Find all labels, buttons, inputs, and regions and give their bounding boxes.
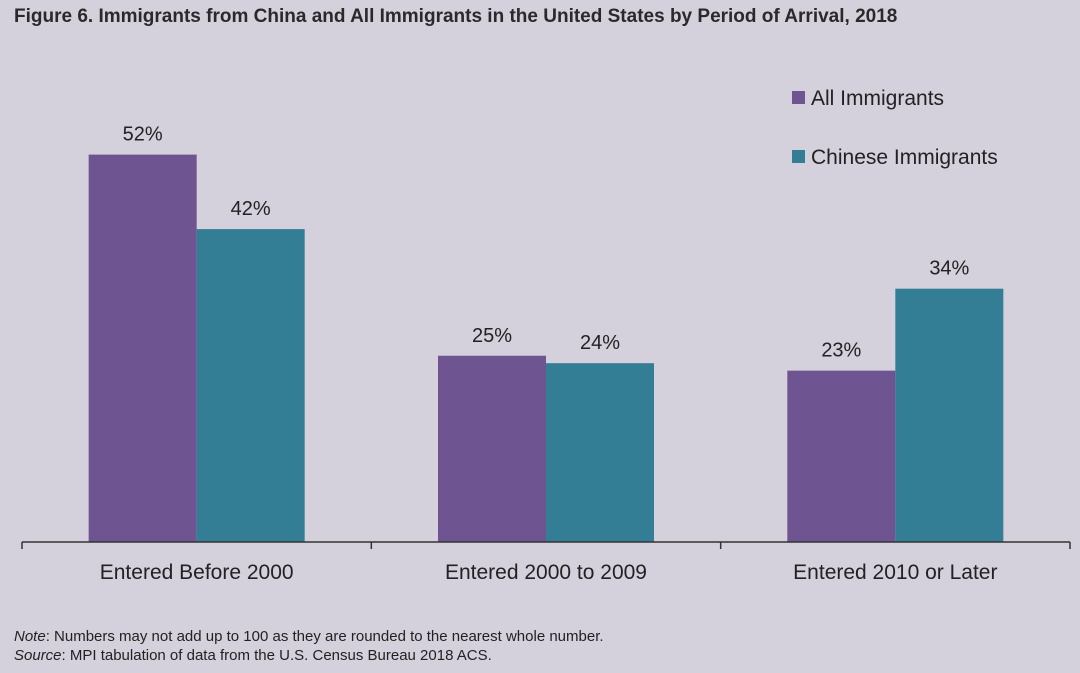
legend-label-all-immigrants: All Immigrants: [811, 87, 944, 110]
x-tick-label-3: Entered 2010 or Later: [793, 561, 997, 584]
note-text: : Numbers may not add up to 100 as they …: [45, 628, 604, 645]
source-text: : MPI tabulation of data from the U.S. C…: [61, 647, 492, 664]
legend-swatch-all-immigrants: [792, 91, 805, 104]
x-tick-label-2: Entered 2000 to 2009: [445, 561, 647, 584]
source-label: Source: [14, 647, 62, 664]
legend-swatch-chinese-immigrants: [792, 150, 805, 163]
bar-chinese-immigrants-2: [546, 363, 654, 542]
chart-notes: Note: Numbers may not add up to 100 as t…: [14, 627, 604, 665]
data-label-all-immigrants-1: 52%: [123, 124, 163, 146]
data-label-all-immigrants-2: 25%: [472, 325, 512, 347]
data-label-chinese-immigrants-2: 24%: [580, 332, 620, 354]
bar-all-immigrants-1: [88, 154, 197, 542]
bar-all-immigrants-2: [438, 355, 546, 542]
bar-all-immigrants-3: [787, 370, 896, 542]
data-label-chinese-immigrants-1: 42%: [231, 198, 271, 220]
note-line: Note: Numbers may not add up to 100 as t…: [14, 627, 604, 646]
x-tick-label-1: Entered Before 2000: [100, 561, 294, 584]
bar-chinese-immigrants-1: [196, 229, 305, 542]
data-label-chinese-immigrants-3: 34%: [929, 258, 969, 280]
chart-title: Figure 6. Immigrants from China and All …: [14, 6, 898, 27]
source-line: Source: MPI tabulation of data from the …: [14, 646, 604, 665]
data-label-all-immigrants-3: 23%: [821, 340, 861, 362]
bar-chinese-immigrants-3: [895, 288, 1004, 542]
legend-label-chinese-immigrants: Chinese Immigrants: [811, 146, 998, 169]
note-label: Note: [14, 628, 46, 645]
